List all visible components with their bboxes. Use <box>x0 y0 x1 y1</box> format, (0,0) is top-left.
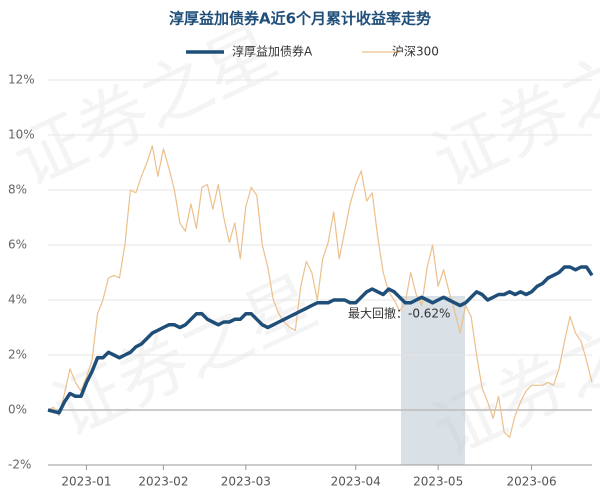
legend-label: 沪深300 <box>392 45 439 59</box>
y-tick-label: 4% <box>8 293 27 307</box>
y-tick-label: 12% <box>8 73 35 87</box>
y-tick-label: -2% <box>8 458 31 472</box>
x-tick-label: 2023-03 <box>221 475 271 489</box>
series-line <box>47 265 594 415</box>
series-line <box>47 145 593 439</box>
x-tick-label: 2023-05 <box>413 475 463 489</box>
chart-title: 淳厚益加债券A近6个月累计收益率走势 <box>169 10 431 28</box>
x-tick-label: 2023-02 <box>138 475 188 489</box>
drawdown-region <box>401 296 465 465</box>
y-tick-label: 10% <box>8 128 35 142</box>
y-tick-label: 8% <box>8 183 27 197</box>
annotation: 最大回撤：-0.62% <box>348 306 450 321</box>
y-tick-label: 2% <box>8 348 27 362</box>
y-tick-label: 6% <box>8 238 27 252</box>
legend-label: 淳厚益加债券A <box>232 44 313 59</box>
x-tick-label: 2023-04 <box>331 475 381 489</box>
x-tick-label: 2023-06 <box>506 475 556 489</box>
y-tick-label: 0% <box>8 403 27 417</box>
x-tick-label: 2023-01 <box>61 475 111 489</box>
